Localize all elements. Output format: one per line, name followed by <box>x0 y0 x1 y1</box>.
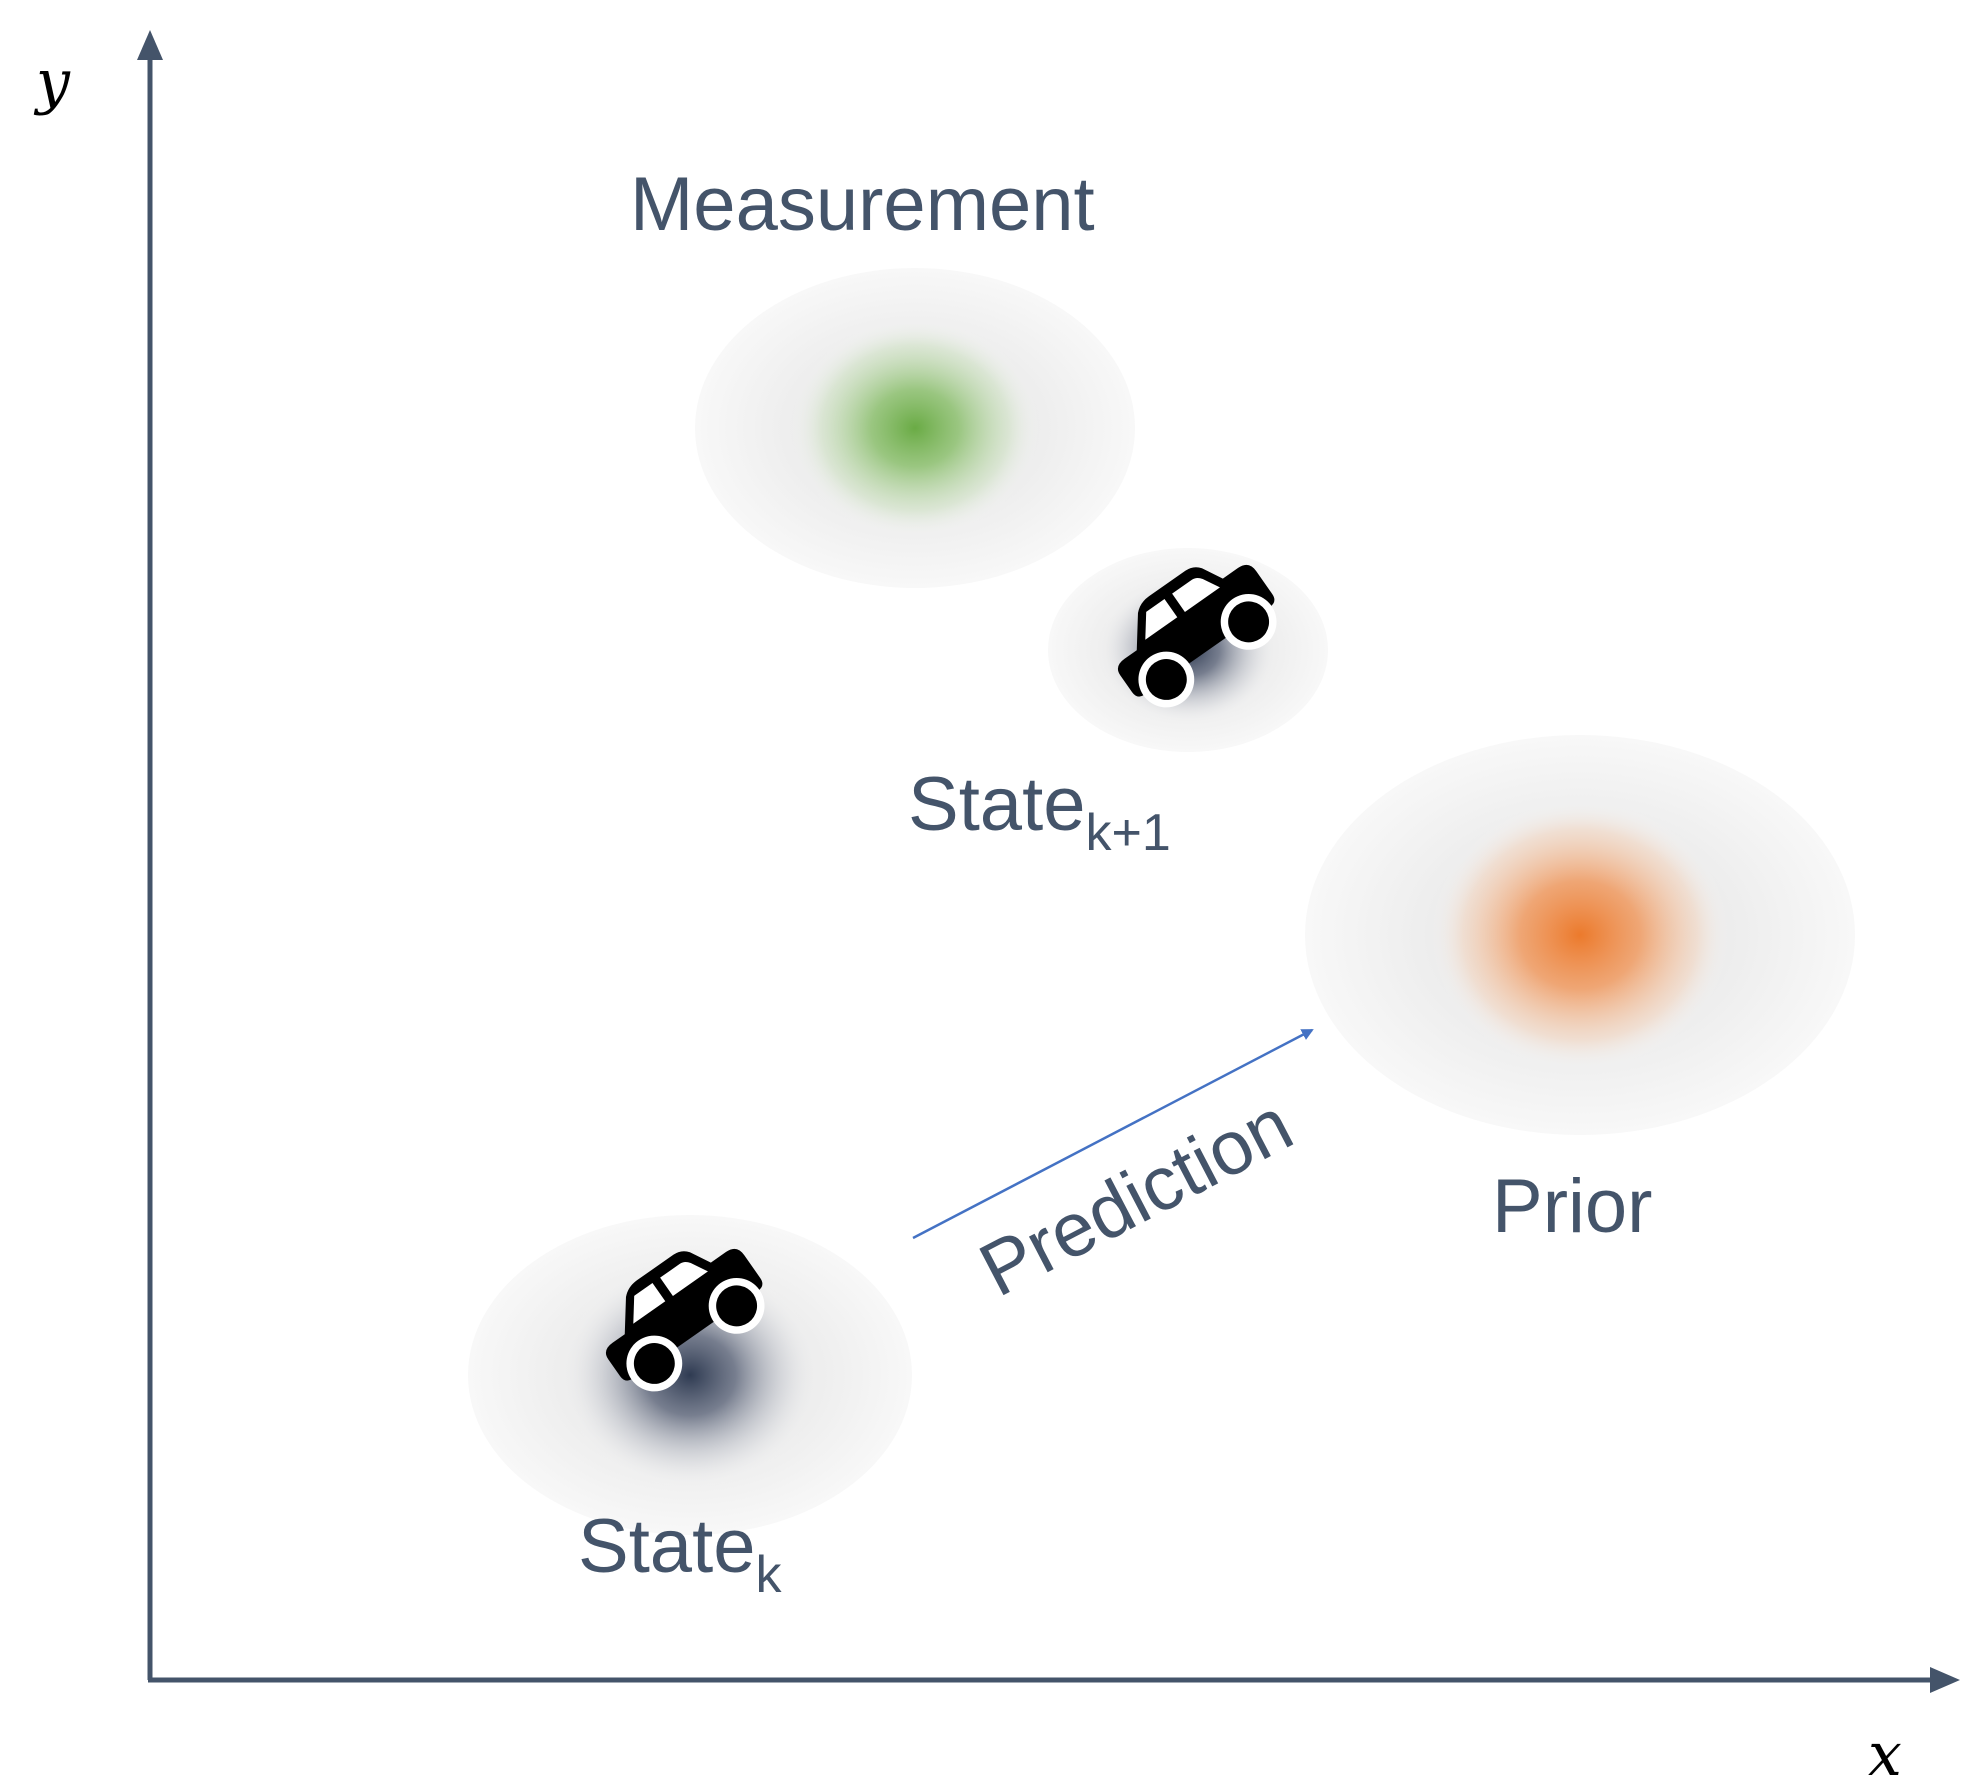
state-next-label: Statek+1 <box>908 762 1171 862</box>
measurement-distribution <box>790 318 1040 538</box>
prediction-label: Prediction <box>967 1082 1306 1313</box>
state-next-label-main: State <box>908 762 1085 847</box>
prior-distribution <box>1430 800 1730 1070</box>
x-axis-label: x <box>1868 1720 1902 1790</box>
state-current-label: Statek <box>578 1504 782 1604</box>
y-axis-arrowhead <box>137 30 163 60</box>
prior-label: Prior <box>1492 1164 1652 1249</box>
measurement-label: Measurement <box>630 162 1095 247</box>
prediction-arrow <box>912 1028 1314 1240</box>
y-axis-label: y <box>33 47 71 117</box>
state-current-label-main: State <box>578 1504 755 1589</box>
x-axis-arrowhead <box>1930 1667 1960 1693</box>
state-next-label-sub: k+1 <box>1085 804 1170 862</box>
state-current-label-sub: k <box>755 1546 782 1604</box>
